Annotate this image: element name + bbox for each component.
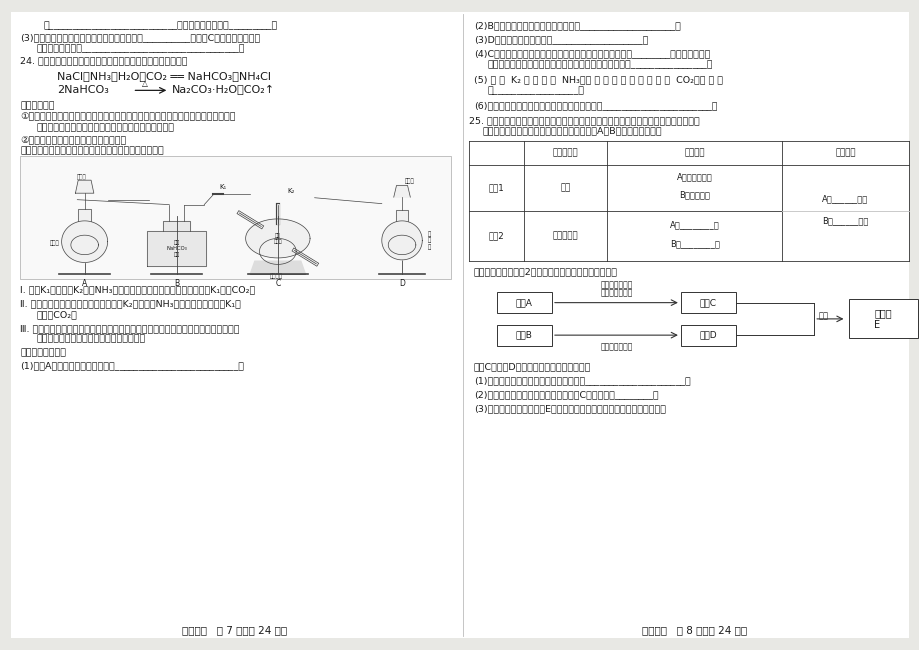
Text: 大理石: 大理石 [50, 240, 60, 246]
Text: 化学兴趣小组在实验室模拟联合制碱法进行了如下实验：: 化学兴趣小组在实验室模拟联合制碱法进行了如下实验： [20, 147, 164, 156]
Text: (2)B装置中饱和碳酸氢钠溶液的作用是____________________。: (2)B装置中饱和碳酸氢钠溶液的作用是____________________。 [473, 21, 680, 31]
Text: 三颈烧瓶: 三颈烧瓶 [269, 273, 282, 279]
Text: (6)写出副产品氯化铵和熟石灰反应的化学方程式_______________________。: (6)写出副产品氯化铵和熟石灰反应的化学方程式_________________… [473, 101, 717, 110]
Text: 为应该在长颈漏斗内放置浸有稀硫酸的棉花团，其目的是________________。: 为应该在长颈漏斗内放置浸有稀硫酸的棉花团，其目的是_______________… [487, 60, 712, 69]
Text: 是___________________________，反应的基本类型是_________。: 是___________________________，反应的基本类型是___… [43, 21, 278, 31]
Text: 实验结论: 实验结论 [834, 148, 855, 157]
Polygon shape [147, 231, 206, 266]
Text: 溶液C: 溶液C [699, 298, 716, 307]
Text: A是______溶液: A是______溶液 [822, 194, 868, 203]
FancyBboxPatch shape [848, 300, 917, 339]
Text: 碳酸钠溶液: 碳酸钠溶液 [552, 231, 578, 240]
Text: (1)写出A装置中反应的化学方程式__________________________。: (1)写出A装置中反应的化学方程式_______________________… [20, 361, 244, 370]
Polygon shape [393, 185, 410, 197]
Text: Na₂CO₃·H₂O＋CO₂↑: Na₂CO₃·H₂O＋CO₂↑ [172, 85, 275, 96]
Text: ②饱和碳酸氢钠溶液不能吸收二氧化碳。: ②饱和碳酸氢钠溶液不能吸收二氧化碳。 [20, 135, 126, 144]
Polygon shape [75, 180, 94, 193]
Text: 饱和
食盐水: 饱和 食盐水 [273, 233, 282, 244]
Text: 溶液C和溶液D混合，可能有以下三种情况：: 溶液C和溶液D混合，可能有以下三种情况： [473, 362, 591, 371]
Text: Ⅰ. 关闭K₁，先打开K₂通入NH₃，调节气流速率，待其稳定后，再打开K₁通入CO₂。: Ⅰ. 关闭K₁，先打开K₂通入NH₃，调节气流速率，待其稳定后，再打开K₁通入C… [20, 285, 255, 294]
Text: B中产生气泡: B中产生气泡 [678, 190, 709, 199]
Text: 24. 我国制碱工业采用联合制碱法生产纯碱，其反应原理如下：: 24. 我国制碱工业采用联合制碱法生产纯碱，其反应原理如下： [20, 57, 187, 66]
Polygon shape [245, 219, 310, 258]
Text: 溶液B: 溶液B [516, 331, 532, 340]
Text: B: B [174, 280, 179, 289]
Text: 化学试卷   第 7 页（共 24 页）: 化学试卷 第 7 页（共 24 页） [182, 625, 287, 636]
Text: (3)D装置中生石灰的作用是___________________。: (3)D装置中生石灰的作用是___________________。 [473, 36, 648, 45]
Text: 化学试卷   第 8 页（共 24 页）: 化学试卷 第 8 页（共 24 页） [641, 625, 746, 636]
Text: C: C [275, 280, 280, 289]
Text: K₁: K₁ [219, 184, 226, 190]
Text: 液氨水: 液氨水 [404, 178, 414, 184]
FancyBboxPatch shape [680, 325, 735, 346]
Text: 止通入CO₂。: 止通入CO₂。 [37, 310, 77, 319]
Text: 方法2: 方法2 [488, 231, 505, 240]
Text: D: D [399, 280, 404, 289]
Text: 实验现象: 实验现象 [684, 148, 704, 157]
Text: 加入碳酸钠溶液: 加入碳酸钠溶液 [599, 343, 632, 352]
Text: 25. 实验室有失去标签的两瓶无色溶液，分别是氢氧化钡溶液和稀硫酸。为了鉴别它们设: 25. 实验室有失去标签的两瓶无色溶液，分别是氢氧化钡溶液和稀硫酸。为了鉴别它们… [469, 116, 699, 125]
FancyBboxPatch shape [20, 156, 450, 280]
Text: 化学小组同学对方法2进一步探究，设计了如下实验方案: 化学小组同学对方法2进一步探究，设计了如下实验方案 [473, 267, 618, 276]
Text: (5) 关 闭  K₂ 停 止 通 入  NH₃，还 要 继 续 通 入 一 段 时 间  CO₂，其 目 的: (5) 关 闭 K₂ 停 止 通 入 NH₃，还 要 继 续 通 入 一 段 时… [473, 75, 722, 84]
Text: 2NaHCO₃: 2NaHCO₃ [57, 85, 108, 96]
Polygon shape [164, 221, 189, 231]
Text: 锌粒: 锌粒 [560, 183, 571, 192]
Text: 若有沉淀则过滤: 若有沉淀则过滤 [599, 289, 632, 298]
Text: NaCl＋NH₃＋H₂O＋CO₂ ══ NaHCO₃＋NH₄Cl: NaCl＋NH₃＋H₂O＋CO₂ ══ NaHCO₃＋NH₄Cl [57, 72, 271, 81]
Text: (4)C装置中长颈漏斗的作用除了随时添加饱和食盐水，还有________作用。有同学认: (4)C装置中长颈漏斗的作用除了随时添加饱和食盐水，还有________作用。有… [473, 49, 709, 58]
Text: 混合物
E: 混合物 E [873, 308, 891, 330]
Text: 混合: 混合 [818, 311, 828, 320]
FancyBboxPatch shape [11, 12, 908, 638]
FancyBboxPatch shape [680, 292, 735, 313]
Text: 固体，再将其加热使其完全分解即得纯碱。: 固体，再将其加热使其完全分解即得纯碱。 [37, 335, 146, 344]
Text: 饱和
NaHCO₃
溶液: 饱和 NaHCO₃ 溶液 [166, 240, 187, 257]
Text: 气体，验满方法是_________________________________。: 气体，验满方法是________________________________… [37, 44, 245, 53]
Text: 计如下鉴别方法：先把两瓶溶液分别贴上标签A、B，然后进行实验。: 计如下鉴别方法：先把两瓶溶液分别贴上标签A、B，然后进行实验。 [482, 127, 662, 136]
Polygon shape [396, 210, 407, 221]
Text: A中________；: A中________； [669, 220, 719, 229]
Text: 溶液D: 溶液D [698, 331, 717, 340]
Text: Ⅲ. 将三颈烧瓶内反应后的混合物过滤，将滤出的固体洗涤、低温干燥，得到碳酸氢钠: Ⅲ. 将三颈烧瓶内反应后的混合物过滤，将滤出的固体洗涤、低温干燥，得到碳酸氢钠 [20, 324, 240, 333]
Text: 是__________________。: 是__________________。 [487, 86, 584, 95]
Text: 请回答下列问题。: 请回答下列问题。 [20, 348, 66, 358]
Text: 【资料阅读】: 【资料阅读】 [20, 101, 55, 110]
Polygon shape [250, 261, 305, 274]
Text: B是______溶液: B是______溶液 [822, 216, 868, 226]
Polygon shape [62, 221, 108, 263]
Polygon shape [381, 221, 422, 260]
Text: 加入的试剂: 加入的试剂 [552, 148, 578, 157]
Text: (2)若有沉淀产生，通过现象可推出溶液C中的溶质是________；: (2)若有沉淀产生，通过现象可推出溶液C中的溶质是________； [473, 390, 658, 399]
Text: K₂: K₂ [287, 188, 294, 194]
Polygon shape [78, 209, 91, 221]
Text: ①通常情况下，浓氨水具有较强的挥发性，易挥发出氨气。氨气是一种无色有刺激性: ①通常情况下，浓氨水具有较强的挥发性，易挥发出氨气。氨气是一种无色有刺激性 [20, 112, 235, 122]
Text: 浓氨酸: 浓氨酸 [77, 174, 86, 180]
Text: △: △ [142, 79, 147, 88]
Text: (3)若无明显现象，混合物E中所含溶质种类最多时，写出所有溶质的化学: (3)若无明显现象，混合物E中所含溶质种类最多时，写出所有溶质的化学 [473, 404, 665, 413]
FancyBboxPatch shape [496, 325, 551, 346]
Text: 加入碳酸钠溶液: 加入碳酸钠溶液 [599, 280, 632, 289]
FancyBboxPatch shape [496, 292, 551, 313]
Text: (3)实验室制取二氧化碳，应选择的发生装置是__________，若用C装置收集二氧化碳: (3)实验室制取二氧化碳，应选择的发生装置是__________，若用C装置收集… [20, 33, 260, 42]
Text: 气味的气体，极易溶于水，排放到空气中会污染空气。: 气味的气体，极易溶于水，排放到空气中会污染空气。 [37, 124, 175, 133]
Text: 生
石
灰: 生 石 灰 [427, 231, 431, 250]
Text: A: A [82, 280, 87, 289]
Text: Ⅱ. 待三颈烧瓶内出现较多固体时，关闭K₂停止通入NH₃；一段时间后，关闭K₁停: Ⅱ. 待三颈烧瓶内出现较多固体时，关闭K₂停止通入NH₃；一段时间后，关闭K₁停 [20, 300, 241, 309]
Text: 方法1: 方法1 [488, 183, 505, 192]
Text: 溶液A: 溶液A [516, 298, 532, 307]
Text: A中无明显现象: A中无明显现象 [676, 172, 711, 181]
Text: (1)若有气泡产生，写出反应的化学方程式_____________________；: (1)若有气泡产生，写出反应的化学方程式____________________… [473, 376, 690, 385]
Text: B中________。: B中________。 [669, 239, 719, 248]
